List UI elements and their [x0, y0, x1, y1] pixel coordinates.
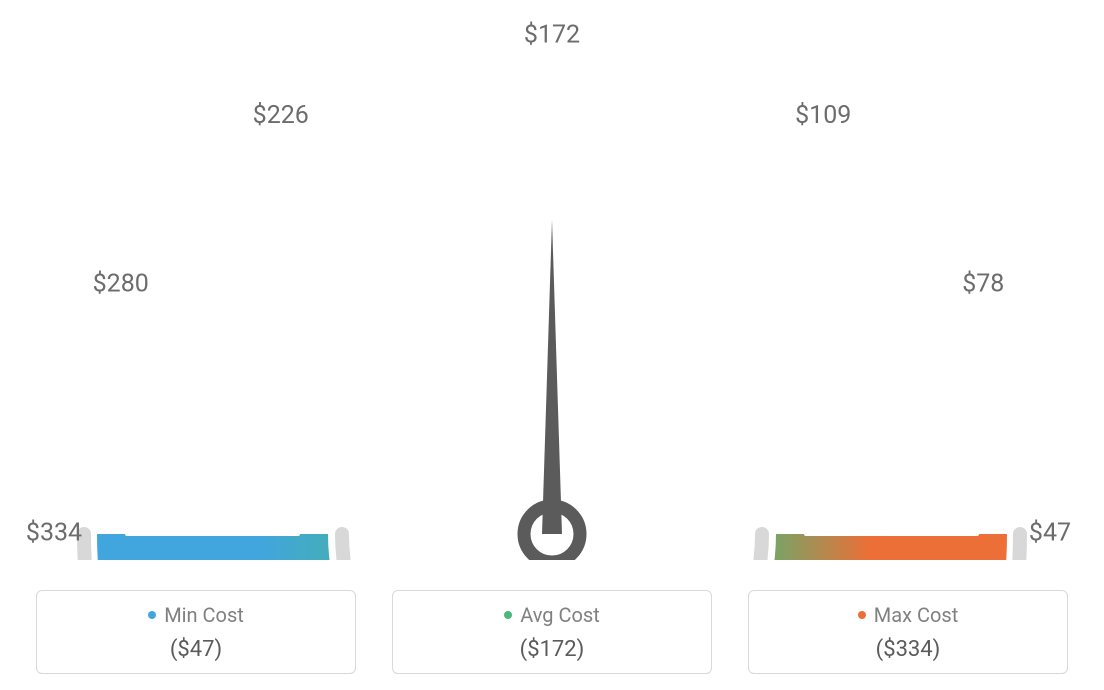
- legend-title: Max Cost: [858, 603, 959, 627]
- gauge-tick-label: $334: [26, 519, 82, 548]
- legend-value: ($47): [170, 637, 222, 662]
- gauge-tick-label: $172: [524, 21, 580, 50]
- gauge-tick-label: $47: [1029, 519, 1071, 548]
- legend-card: Avg Cost ($172): [392, 590, 712, 674]
- cost-gauge: $47 $78 $109 $172 $226 $280 $334: [12, 0, 1092, 564]
- gauge-tick-label: $280: [93, 270, 149, 299]
- legend-title: Avg Cost: [504, 603, 600, 627]
- legend-value: ($334): [876, 637, 941, 662]
- gauge-tick-label: $226: [253, 101, 309, 130]
- legend-card: Min Cost ($47): [36, 590, 356, 674]
- legend-card: Max Cost ($334): [748, 590, 1068, 674]
- legend-row: Min Cost ($47) Avg Cost ($172) Max Cost ($334…: [36, 590, 1068, 674]
- legend-dot-icon: [148, 611, 156, 619]
- legend-label: Min Cost: [164, 603, 244, 627]
- legend-dot-icon: [858, 611, 866, 619]
- gauge-svg: $47 $78 $109 $172 $226 $280 $334: [12, 0, 1092, 560]
- legend-title: Min Cost: [148, 603, 244, 627]
- legend-dot-icon: [504, 611, 512, 619]
- legend-label: Avg Cost: [520, 603, 600, 627]
- legend-value: ($172): [520, 637, 585, 662]
- legend-label: Max Cost: [874, 603, 959, 627]
- gauge-tick-label: $109: [795, 101, 851, 130]
- gauge-tick-label: $78: [962, 270, 1004, 299]
